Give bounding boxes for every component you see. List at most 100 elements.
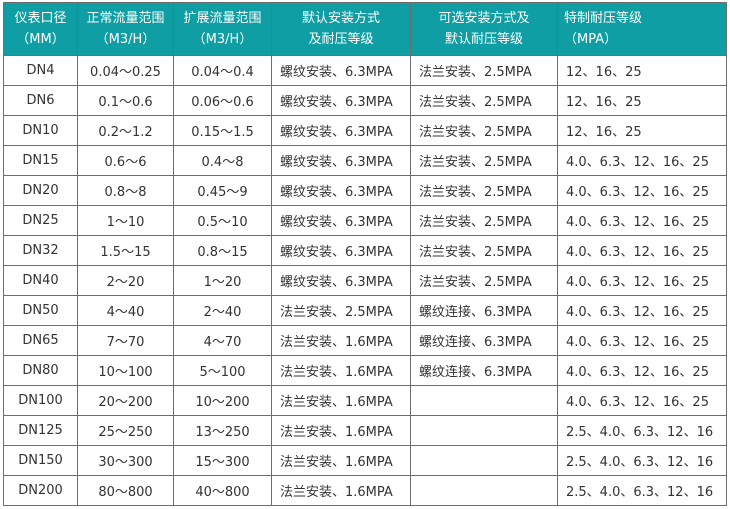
- header-special-pressure: 特制耐压等级 （MPA）: [557, 2, 727, 56]
- cell-diameter: DN40: [3, 265, 78, 296]
- table-row: DN125 25～250 13～250 法兰安装、1.6MPA 2.5、4.0、6.3、…: [3, 415, 727, 446]
- cell-optional-install: 法兰安装、2.5MPA: [410, 175, 558, 206]
- table-row: DN65 7～70 4～70 法兰安装、1.6MPA 螺纹连接、6.3MPA 4.0、6.…: [3, 325, 727, 356]
- cell-diameter: DN25: [3, 205, 78, 236]
- cell-optional-install: 法兰安装、2.5MPA: [410, 85, 558, 116]
- cell-default-install: 法兰安装、1.6MPA: [271, 475, 411, 506]
- table-row: DN6 0.1～0.6 0.06～0.6 螺纹安装、6.3MPA 法兰安装、2.5MPA…: [3, 85, 727, 116]
- cell-special-pressure: 4.0、6.3、12、16、25: [557, 265, 727, 296]
- cell-extended-flow: 40～800: [173, 475, 272, 506]
- cell-optional-install: 螺纹连接、6.3MPA: [410, 355, 558, 386]
- header-extended-flow: 扩展流量范围 （M3/H）: [173, 2, 272, 56]
- cell-extended-flow: 0.04～0.4: [173, 55, 272, 86]
- cell-optional-install: [410, 475, 558, 506]
- cell-extended-flow: 0.5～10: [173, 205, 272, 236]
- cell-extended-flow: 13～250: [173, 415, 272, 446]
- table-row: DN40 2～20 1～20 螺纹安装、6.3MPA 法兰安装、2.5MPA 4.0、6.…: [3, 265, 727, 296]
- table-row: DN15 0.6～6 0.4～8 螺纹安装、6.3MPA 法兰安装、2.5MPA 4.0、…: [3, 145, 727, 176]
- cell-diameter: DN20: [3, 175, 78, 206]
- table-body: DN4 0.04～0.25 0.04～0.4 螺纹安装、6.3MPA 法兰安装、2.5M…: [3, 55, 727, 506]
- header-line: 扩展流量范围: [183, 11, 262, 26]
- table-row: DN10 0.2～1.2 0.15～1.5 螺纹安装、6.3MPA 法兰安装、2.5MP…: [3, 115, 727, 146]
- cell-normal-flow: 0.2～1.2: [77, 115, 174, 146]
- cell-normal-flow: 0.6～6: [77, 145, 174, 176]
- cell-special-pressure: 4.0、6.3、12、16、25: [557, 205, 727, 236]
- cell-special-pressure: 12、16、25: [557, 115, 727, 146]
- header-optional-install: 可选安装方式及 默认耐压等级: [410, 2, 558, 56]
- cell-diameter: DN10: [3, 115, 78, 146]
- header-unit: 默认耐压等级: [444, 32, 523, 47]
- cell-diameter: DN6: [3, 85, 78, 116]
- header-normal-flow: 正常流量范围 （M3/H）: [77, 2, 174, 56]
- cell-special-pressure: 2.5、4.0、6.3、12、16: [557, 475, 727, 506]
- header-line: 仪表口径: [14, 11, 67, 26]
- table-row: DN32 1.5～15 0.8～15 螺纹安装、6.3MPA 法兰安装、2.5MPA 4.…: [3, 235, 727, 266]
- cell-extended-flow: 10～200: [173, 385, 272, 416]
- cell-optional-install: 法兰安装、2.5MPA: [410, 235, 558, 266]
- cell-diameter: DN100: [3, 385, 78, 416]
- cell-extended-flow: 0.15～1.5: [173, 115, 272, 146]
- header-line: 默认安装方式: [301, 11, 380, 26]
- cell-normal-flow: 10～100: [77, 355, 174, 386]
- cell-extended-flow: 2～40: [173, 295, 272, 326]
- cell-optional-install: [410, 385, 558, 416]
- cell-diameter: DN65: [3, 325, 78, 356]
- cell-special-pressure: 4.0、6.3、12、16、25: [557, 385, 727, 416]
- cell-optional-install: 法兰安装、2.5MPA: [410, 115, 558, 146]
- table-row: DN200 80～800 40～800 法兰安装、1.6MPA 2.5、4.0、6.3、…: [3, 475, 727, 506]
- table-row: DN50 4～40 2～40 法兰安装、2.5MPA 螺纹连接、6.3MPA 4.0、6.…: [3, 295, 727, 326]
- table-row: DN100 20～200 10～200 法兰安装、1.6MPA 4.0、6.3、12、1…: [3, 385, 727, 416]
- cell-special-pressure: 4.0、6.3、12、16、25: [557, 235, 727, 266]
- cell-normal-flow: 7～70: [77, 325, 174, 356]
- cell-default-install: 法兰安装、1.6MPA: [271, 445, 411, 476]
- cell-diameter: DN50: [3, 295, 78, 326]
- cell-extended-flow: 15～300: [173, 445, 272, 476]
- cell-optional-install: 法兰安装、2.5MPA: [410, 205, 558, 236]
- cell-extended-flow: 4～70: [173, 325, 272, 356]
- cell-special-pressure: 4.0、6.3、12、16、25: [557, 175, 727, 206]
- cell-special-pressure: 4.0、6.3、12、16、25: [557, 355, 727, 386]
- header-default-install: 默认安装方式 及耐压等级: [271, 2, 411, 56]
- table-row: DN25 1～10 0.5～10 螺纹安装、6.3MPA 法兰安装、2.5MPA 4.0、…: [3, 205, 727, 236]
- cell-default-install: 法兰安装、1.6MPA: [271, 385, 411, 416]
- cell-default-install: 法兰安装、2.5MPA: [271, 295, 411, 326]
- header-line: 可选安装方式及: [438, 11, 530, 26]
- cell-optional-install: 螺纹连接、6.3MPA: [410, 325, 558, 356]
- cell-normal-flow: 80～800: [77, 475, 174, 506]
- cell-default-install: 螺纹安装、6.3MPA: [271, 265, 411, 296]
- cell-default-install: 螺纹安装、6.3MPA: [271, 175, 411, 206]
- header-unit: （M3/H）: [192, 32, 253, 47]
- cell-extended-flow: 5～100: [173, 355, 272, 386]
- table-row: DN20 0.8～8 0.45～9 螺纹安装、6.3MPA 法兰安装、2.5MPA 4.0…: [3, 175, 727, 206]
- cell-special-pressure: 12、16、25: [557, 85, 727, 116]
- cell-diameter: DN125: [3, 415, 78, 446]
- header-unit: （M3/H）: [95, 32, 156, 47]
- cell-normal-flow: 1.5～15: [77, 235, 174, 266]
- cell-optional-install: [410, 415, 558, 446]
- cell-optional-install: 法兰安装、2.5MPA: [410, 55, 558, 86]
- table-row: DN150 30～300 15～300 法兰安装、1.6MPA 2.5、4.0、6.3、…: [3, 445, 727, 476]
- cell-default-install: 螺纹安装、6.3MPA: [271, 235, 411, 266]
- cell-special-pressure: 4.0、6.3、12、16、25: [557, 325, 727, 356]
- cell-diameter: DN200: [3, 475, 78, 506]
- cell-optional-install: 法兰安装、2.5MPA: [410, 145, 558, 176]
- cell-normal-flow: 4～40: [77, 295, 174, 326]
- header-line: 特制耐压等级: [564, 11, 643, 26]
- cell-normal-flow: 0.8～8: [77, 175, 174, 206]
- cell-diameter: DN32: [3, 235, 78, 266]
- cell-extended-flow: 1～20: [173, 265, 272, 296]
- cell-normal-flow: 20～200: [77, 385, 174, 416]
- cell-normal-flow: 0.1～0.6: [77, 85, 174, 116]
- cell-diameter: DN150: [3, 445, 78, 476]
- cell-extended-flow: 0.8～15: [173, 235, 272, 266]
- cell-default-install: 法兰安装、1.6MPA: [271, 415, 411, 446]
- cell-normal-flow: 1～10: [77, 205, 174, 236]
- cell-default-install: 螺纹安装、6.3MPA: [271, 115, 411, 146]
- cell-extended-flow: 0.4～8: [173, 145, 272, 176]
- cell-diameter: DN4: [3, 55, 78, 86]
- cell-special-pressure: 2.5、4.0、6.3、12、16: [557, 415, 727, 446]
- header-unit: （MPA）: [564, 32, 618, 47]
- cell-extended-flow: 0.45～9: [173, 175, 272, 206]
- header-unit: （MM）: [16, 32, 65, 47]
- cell-default-install: 螺纹安装、6.3MPA: [271, 145, 411, 176]
